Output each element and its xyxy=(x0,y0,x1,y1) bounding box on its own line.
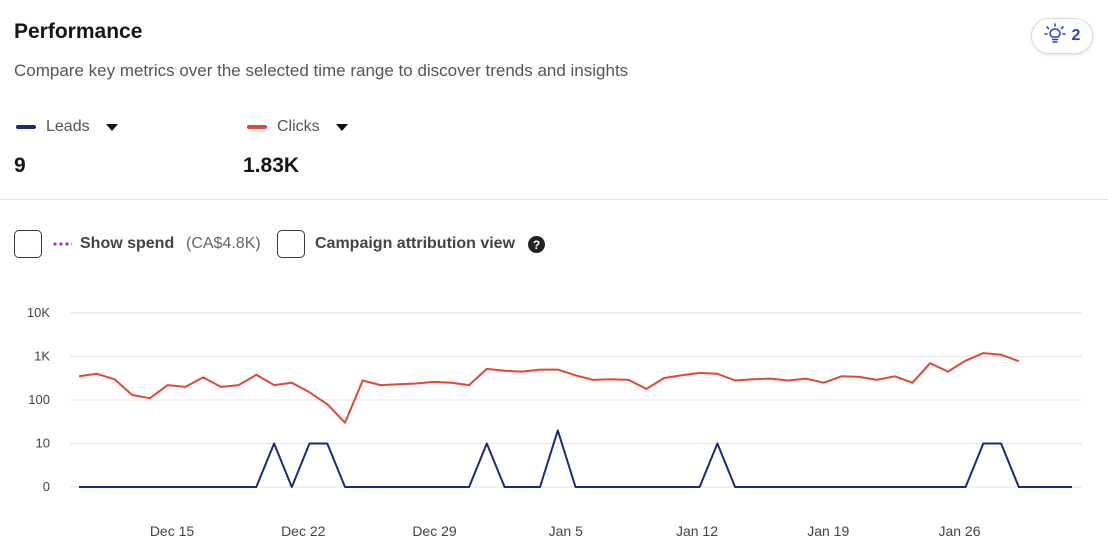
x-tick-label: Dec 29 xyxy=(412,523,457,539)
y-tick-label: 1K xyxy=(34,349,50,364)
x-tick-label: Jan 12 xyxy=(676,523,718,539)
chevron-down-icon[interactable] xyxy=(335,123,348,131)
spend-dotted-line-icon xyxy=(52,242,72,246)
help-icon[interactable]: ? xyxy=(528,236,545,253)
clicks-value: 1.83K xyxy=(243,154,300,177)
lightbulb-icon xyxy=(1043,22,1066,50)
x-tick-label: Dec 22 xyxy=(281,523,326,539)
insights-button[interactable]: 2 xyxy=(1031,18,1093,54)
series-line-leads xyxy=(79,429,1072,488)
leads-value: 9 xyxy=(14,154,26,177)
page-subtitle: Compare key metrics over the selected ti… xyxy=(14,61,629,80)
series-line-clicks xyxy=(78,352,1020,424)
clicks-label: Clicks xyxy=(277,118,320,135)
x-tick-label: Jan 19 xyxy=(807,523,849,539)
x-tick-label: Dec 15 xyxy=(150,523,195,539)
page-title: Performance xyxy=(14,20,143,43)
x-tick-label: Jan 26 xyxy=(938,523,980,539)
spend-value: (CA$4.8K) xyxy=(186,235,261,252)
performance-chart: 0 10 100 1K 10K Dec 15 Dec 22 Dec 29 Jan 5 Jan 12… xyxy=(27,305,1082,539)
attribution-view-checkbox[interactable] xyxy=(277,230,305,258)
insights-count: 2 xyxy=(1071,27,1081,44)
show-spend-label: Show spend xyxy=(80,235,175,252)
leads-legend-swatch xyxy=(16,125,36,129)
leads-label: Leads xyxy=(46,118,90,135)
show-spend-checkbox[interactable] xyxy=(14,230,42,258)
clicks-legend-swatch xyxy=(247,125,267,129)
y-tick-label: 0 xyxy=(43,479,50,494)
attribution-view-label: Campaign attribution view xyxy=(315,235,516,252)
x-tick-label: Jan 5 xyxy=(549,523,583,539)
y-tick-label: 100 xyxy=(28,392,50,407)
chevron-down-icon[interactable] xyxy=(105,123,118,131)
metric-selector-clicks[interactable]: Clicks xyxy=(247,118,348,136)
metric-selector-leads[interactable]: Leads xyxy=(16,118,118,136)
y-tick-label: 10 xyxy=(36,436,50,451)
y-tick-label: 10K xyxy=(27,305,50,320)
section-divider xyxy=(0,199,1108,200)
